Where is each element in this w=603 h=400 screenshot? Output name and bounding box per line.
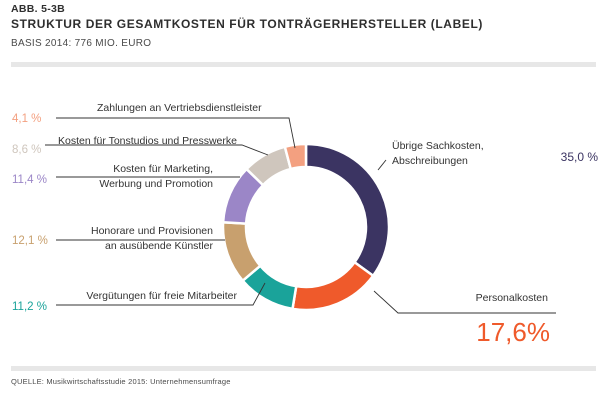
leader-line-sonstige (377, 159, 387, 171)
slice-value-vertrieb: 4,1 % (12, 113, 41, 125)
slice-label-marketing-2: Werbung und Promotion (99, 178, 213, 190)
slice-sonstige (304, 142, 391, 278)
leader-line-vertrieb (56, 117, 296, 149)
leader-line-personal (373, 290, 556, 314)
header-divider (11, 62, 596, 67)
slice-label-studios-1: Kosten für Tonstudios und Presswerke (58, 135, 237, 147)
source-note: QUELLE: Musikwirtschaftsstudie 2015: Unt… (11, 377, 231, 386)
slice-label-marketing-1: Kosten für Marketing, (113, 163, 213, 175)
slice-personal (291, 260, 375, 312)
slice-label-vertrieb-1: Zahlungen an Vertriebsdienstleister (97, 102, 262, 114)
slice-label-sonstige-2: Abschreibungen (392, 155, 468, 167)
slice-vertrieb (283, 142, 308, 171)
slice-value-personal: 17,6% (476, 317, 550, 347)
chart-title: STRUKTUR DER GESAMTKOSTEN FÜR TONTRÄGERH… (11, 17, 483, 31)
chart-subtitle: BASIS 2014: 776 MIO. EURO (11, 38, 152, 49)
slice-label-sonstige-1: Übrige Sachkosten, (392, 140, 484, 152)
slice-value-studios: 8,6 % (12, 144, 41, 156)
slice-value-verguetung: 11,2 % (12, 301, 47, 313)
footer-divider (11, 366, 596, 371)
slice-value-sonstige: 35,0 % (561, 150, 599, 164)
slice-value-marketing: 11,4 % (12, 174, 47, 186)
slice-label-verguetung-1: Vergütungen für freie Mitarbeiter (86, 290, 237, 302)
leader-line-studios (45, 144, 269, 156)
slice-label-honorare-2: an ausübende Künstler (105, 240, 214, 252)
slice-honorare (221, 220, 263, 283)
figure-id: ABB. 5-3B (11, 3, 66, 15)
slice-label-personal-1: Personalkosten (476, 292, 549, 304)
slice-value-honorare: 12,1 % (12, 235, 48, 247)
leader-line-verguetung (56, 282, 266, 306)
slice-label-honorare-1: Honorare und Provisionen (91, 225, 213, 237)
